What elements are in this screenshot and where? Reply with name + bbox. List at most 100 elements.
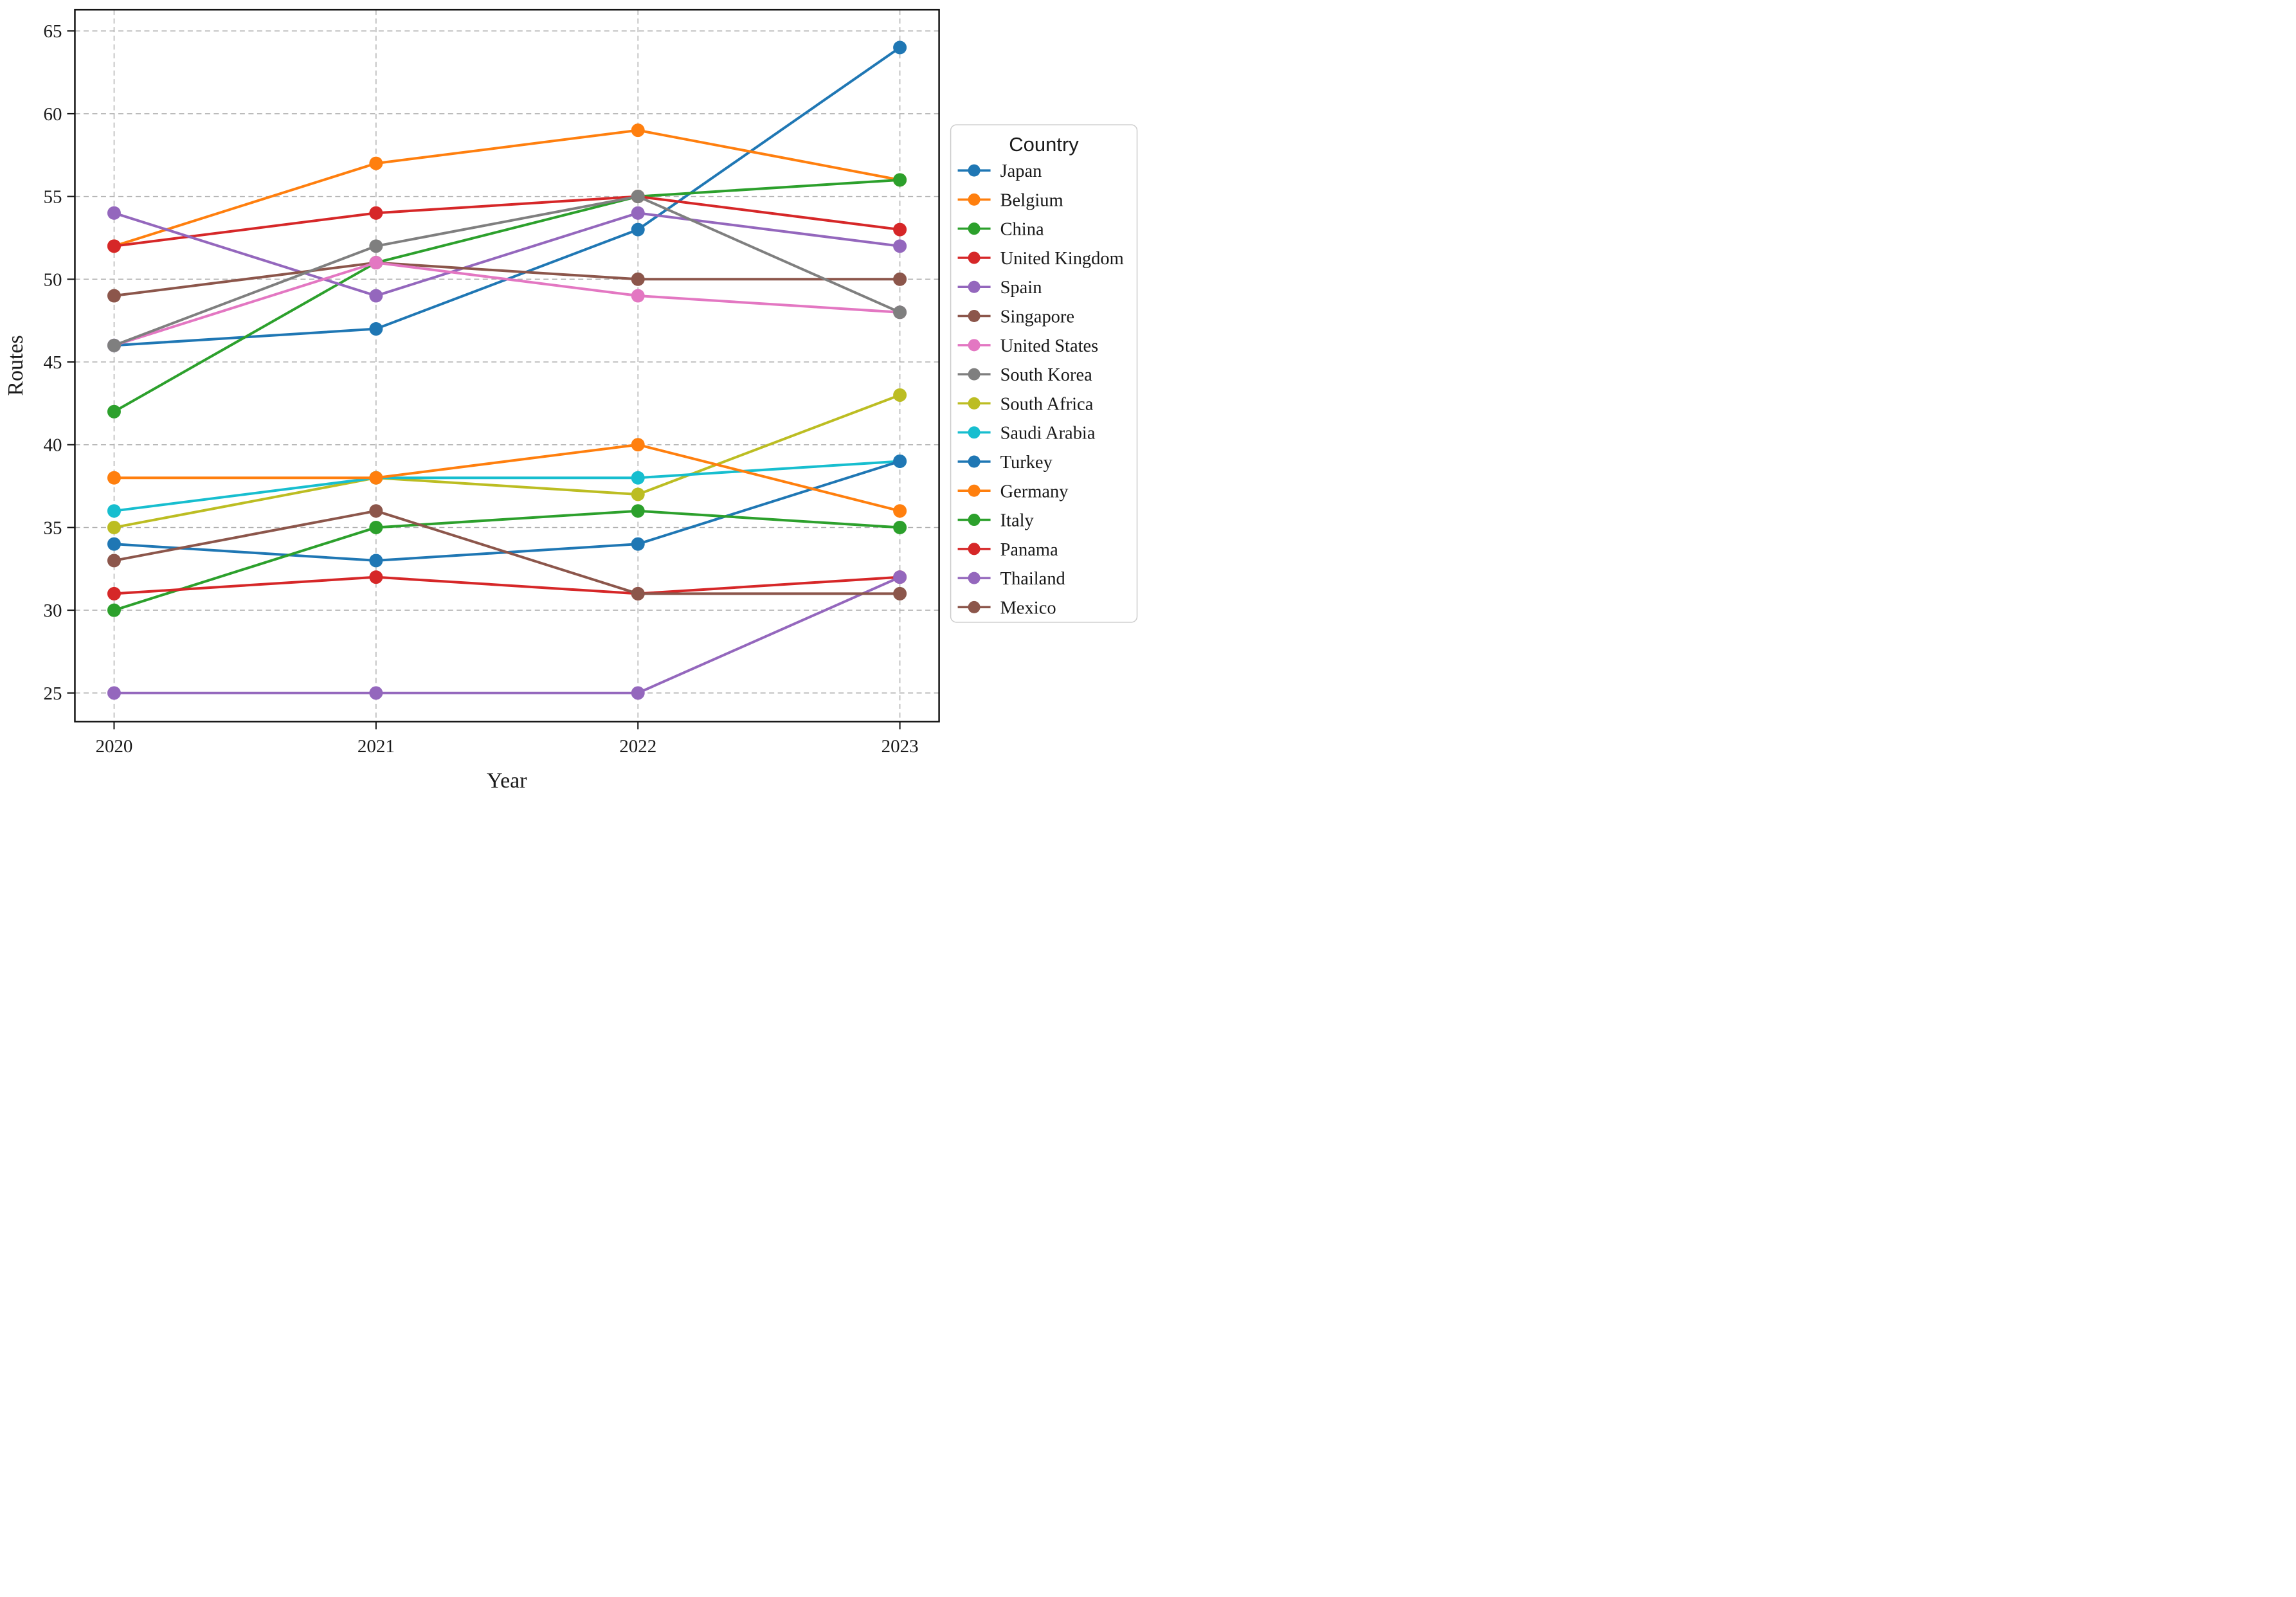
legend-label-south-korea: South Korea <box>1000 365 1093 385</box>
y-tick-label-30: 30 <box>43 600 62 621</box>
series-marker-italy-2023 <box>893 520 907 534</box>
y-tick-label-40: 40 <box>43 435 62 456</box>
plot-border <box>74 8 940 723</box>
legend-swatch-united-states <box>968 339 981 352</box>
series-marker-china-2023 <box>893 173 907 187</box>
legend-item-japan: Japan <box>957 161 1042 181</box>
legend-title: Country <box>1009 133 1079 156</box>
legend-swatch-united-kingdom <box>968 251 981 264</box>
legend-item-saudi-arabia: Saudi Arabia <box>957 424 1096 444</box>
legend-swatch-south-korea <box>968 368 981 381</box>
series-marker-united-states-2021 <box>369 256 383 270</box>
series-marker-belgium-2021 <box>369 156 383 170</box>
series-line-spain <box>113 212 901 298</box>
x-tick-label-2020: 2020 <box>95 736 132 757</box>
series-marker-belgium-2022 <box>631 123 645 138</box>
legend-label-united-kingdom: United Kingdom <box>1000 249 1124 269</box>
series-marker-thailand-2021 <box>369 686 383 700</box>
line-chart-figure: 2020 2021 2022 2023 25 30 35 40 45 50 55 60 65 Year … <box>0 0 1148 798</box>
series-marker-mexico-2023 <box>893 586 907 600</box>
legend-label-belgium: Belgium <box>1000 190 1063 210</box>
series-marker-china-2020 <box>107 404 121 419</box>
series-marker-panama-2021 <box>369 570 383 584</box>
series-marker-united-kingdom-2021 <box>369 206 383 220</box>
legend-item-united-kingdom: United Kingdom <box>957 249 1124 269</box>
series-marker-singapore-2023 <box>893 272 907 286</box>
y-axis-title: Routes <box>4 335 28 395</box>
series-marker-mexico-2022 <box>631 586 645 600</box>
series-marker-turkey-2020 <box>107 537 121 551</box>
series-marker-spain-2023 <box>893 239 907 253</box>
legend-label-turkey: Turkey <box>1000 453 1053 473</box>
legend-swatch-turkey <box>968 455 981 468</box>
series-line-united-states <box>113 261 901 347</box>
legend-item-united-states: United States <box>957 336 1099 356</box>
series-line-south-africa <box>113 393 901 529</box>
series-marker-south-korea-2020 <box>107 338 121 352</box>
legend-label-singapore: Singapore <box>1000 307 1075 327</box>
series-marker-united-kingdom-2023 <box>893 222 907 237</box>
legend-label-united-states: United States <box>1000 336 1099 356</box>
legend-item-mexico: Mexico <box>957 598 1056 618</box>
series-marker-singapore-2022 <box>631 272 645 286</box>
y-tick-label-60: 60 <box>43 104 62 125</box>
series-line-belgium <box>113 129 901 248</box>
series-line-mexico <box>113 509 901 595</box>
y-tick-label-65: 65 <box>43 21 62 42</box>
series-south-korea <box>107 190 907 352</box>
legend-swatch-spain <box>968 280 981 293</box>
series-marker-mexico-2021 <box>369 504 383 518</box>
y-tick-label-50: 50 <box>43 269 62 290</box>
plot-area <box>75 10 939 722</box>
series-marker-south-korea-2021 <box>369 239 383 253</box>
series-marker-panama-2020 <box>107 586 121 600</box>
series-marker-thailand-2022 <box>631 686 645 700</box>
series-marker-south-korea-2023 <box>893 305 907 320</box>
legend-item-singapore: Singapore <box>957 307 1075 327</box>
x-tick-label-2021: 2021 <box>357 736 395 757</box>
legend-items: Japan Belgium China United Kingdom Spain Sing… <box>957 161 1124 618</box>
series-italy <box>107 504 907 617</box>
series-line-china <box>113 178 901 413</box>
legend-item-thailand: Thailand <box>957 569 1065 589</box>
legend-swatch-thailand <box>968 572 981 584</box>
series-marker-united-states-2022 <box>631 289 645 303</box>
series-marker-italy-2021 <box>369 520 383 534</box>
legend-item-spain: Spain <box>957 278 1042 298</box>
series-marker-turkey-2023 <box>893 454 907 468</box>
legend-item-south-korea: South Korea <box>957 365 1093 385</box>
series-marker-thailand-2020 <box>107 686 121 700</box>
series-line-united-kingdom <box>113 195 901 248</box>
series-marker-south-africa-2022 <box>631 487 645 501</box>
series-marker-turkey-2021 <box>369 554 383 568</box>
series-line-south-korea <box>113 195 901 347</box>
x-tick-label-2023: 2023 <box>881 736 919 757</box>
legend-item-south-africa: South Africa <box>957 394 1094 414</box>
series-marker-italy-2020 <box>107 603 121 617</box>
series-marker-south-korea-2022 <box>631 190 645 204</box>
legend-swatch-panama <box>968 543 981 555</box>
series-germany <box>107 438 907 518</box>
legend-label-china: China <box>1000 220 1044 240</box>
legend-label-saudi-arabia: Saudi Arabia <box>1000 424 1096 444</box>
series-marker-japan-2021 <box>369 322 383 336</box>
series-marker-spain-2022 <box>631 206 645 220</box>
series-spain <box>107 206 907 303</box>
legend-item-turkey: Turkey <box>957 453 1053 473</box>
series-line-thailand <box>113 575 901 694</box>
legend-label-thailand: Thailand <box>1000 569 1065 589</box>
legend: Country Japan Belgium China United Kingdom S… <box>950 124 1138 623</box>
legend-label-spain: Spain <box>1000 278 1042 298</box>
series-line-saudi-arabia <box>113 460 901 512</box>
legend-swatch-italy <box>968 514 981 527</box>
series-marker-germany-2023 <box>893 504 907 518</box>
series-line-germany <box>113 443 901 512</box>
series-marker-italy-2022 <box>631 504 645 518</box>
legend-label-mexico: Mexico <box>1000 598 1056 618</box>
legend-swatch-singapore <box>968 310 981 323</box>
y-tick-label-25: 25 <box>43 683 62 704</box>
legend-label-panama: Panama <box>1000 540 1059 560</box>
series-marker-saudi-arabia-2022 <box>631 471 645 485</box>
legend-box <box>950 124 1138 623</box>
